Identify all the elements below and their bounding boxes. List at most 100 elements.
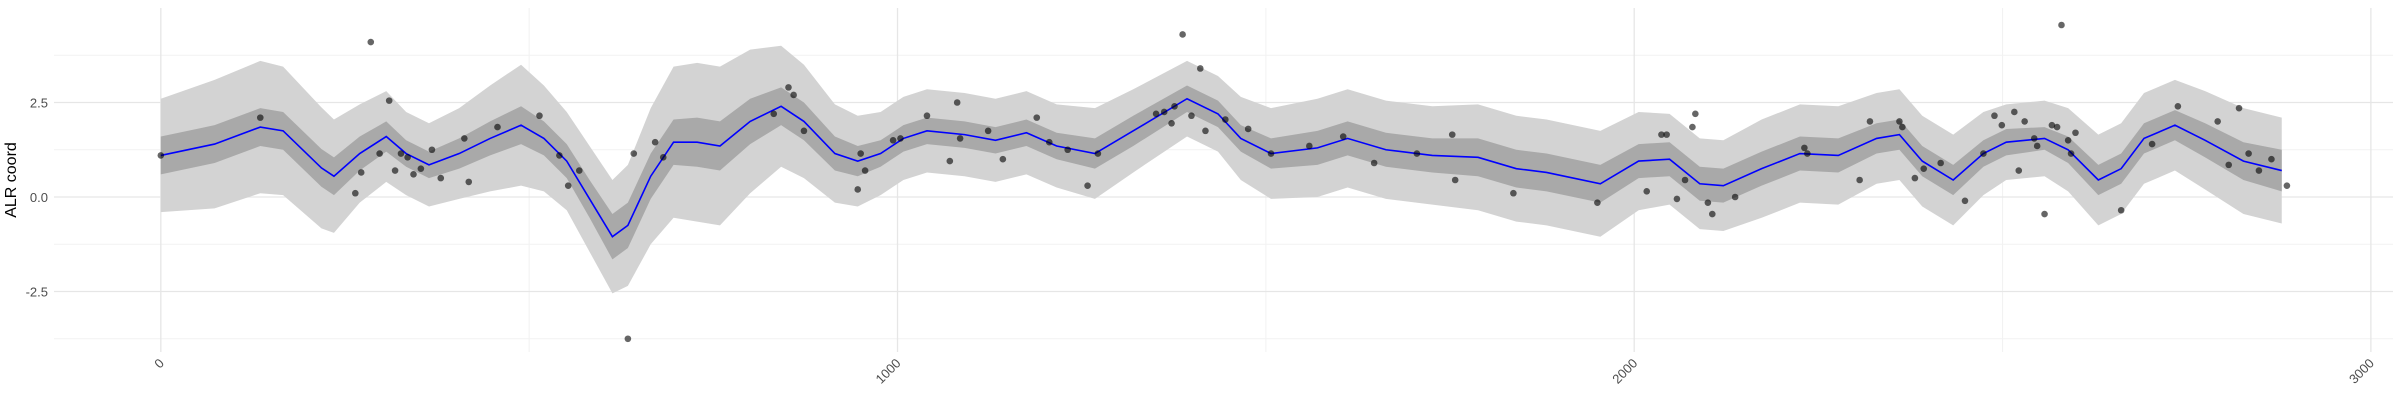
data-point xyxy=(790,91,797,99)
data-point xyxy=(367,38,375,46)
y-tick-label: 2.5 xyxy=(30,96,48,111)
data-point xyxy=(556,152,563,159)
data-point xyxy=(1991,112,1998,120)
data-point xyxy=(923,112,931,120)
data-point xyxy=(1673,195,1681,203)
data-point xyxy=(564,182,572,189)
data-point xyxy=(1856,176,1863,184)
data-point xyxy=(1064,146,1071,154)
data-point xyxy=(1033,114,1041,121)
data-point xyxy=(1179,31,1186,38)
data-point xyxy=(1244,125,1252,133)
data-point xyxy=(1370,159,1378,167)
x-tick-label: 3000 xyxy=(2346,356,2377,387)
data-point xyxy=(1451,176,1459,184)
data-point xyxy=(999,155,1007,163)
data-point xyxy=(1306,142,1313,150)
data-point xyxy=(2015,167,2023,174)
data-point xyxy=(1152,110,1160,118)
data-point xyxy=(946,157,954,165)
data-point xyxy=(1413,150,1421,157)
data-point xyxy=(659,154,667,161)
data-point xyxy=(2011,108,2018,116)
data-point xyxy=(1663,131,1670,138)
data-point xyxy=(2072,129,2079,137)
data-point xyxy=(1084,182,1091,189)
data-point xyxy=(1804,150,1811,157)
data-point xyxy=(1731,193,1739,201)
data-point xyxy=(2117,206,2125,214)
data-point xyxy=(1643,188,1651,195)
data-point xyxy=(2245,150,2252,157)
data-point xyxy=(1168,119,1175,127)
data-point xyxy=(410,171,417,178)
data-point xyxy=(854,186,862,193)
data-point xyxy=(770,110,778,118)
data-point xyxy=(256,114,264,121)
data-point xyxy=(2048,121,2056,129)
data-point xyxy=(2283,182,2291,189)
data-point xyxy=(1911,174,1919,182)
data-point xyxy=(1896,118,1903,125)
data-point xyxy=(1160,108,1168,116)
data-point xyxy=(2174,102,2182,110)
data-point xyxy=(857,150,864,157)
data-point xyxy=(2064,137,2072,144)
data-point xyxy=(1998,121,2006,129)
data-point xyxy=(2148,140,2156,148)
data-point xyxy=(897,135,904,142)
data-point xyxy=(1980,150,1987,157)
data-point xyxy=(953,99,961,106)
data-point xyxy=(1196,65,1204,72)
data-point xyxy=(1188,112,1195,120)
data-point xyxy=(1866,118,1874,125)
data-point xyxy=(575,167,583,174)
y-axis-label: ALR coord xyxy=(3,142,20,218)
data-point xyxy=(1171,102,1178,110)
data-point xyxy=(2033,142,2041,150)
data-point xyxy=(2214,118,2221,125)
data-point xyxy=(1899,123,1906,131)
data-point xyxy=(437,174,445,182)
data-point xyxy=(1448,131,1456,138)
data-point xyxy=(357,169,365,176)
data-point xyxy=(624,335,632,343)
x-tick-label: 1000 xyxy=(873,356,904,387)
y-tick-label: -2.5 xyxy=(26,285,48,300)
data-point xyxy=(2058,21,2065,29)
data-point xyxy=(1689,123,1696,131)
data-point xyxy=(428,146,436,154)
data-point xyxy=(2225,161,2233,169)
data-point xyxy=(651,138,659,146)
data-point xyxy=(2255,167,2263,174)
data-point xyxy=(2067,150,2075,157)
data-point xyxy=(2021,118,2028,125)
data-point xyxy=(1222,116,1229,123)
data-point xyxy=(1202,127,1209,135)
data-point xyxy=(2030,135,2038,142)
data-point xyxy=(417,165,425,172)
data-point xyxy=(2041,210,2048,218)
data-point xyxy=(1692,110,1699,118)
data-point xyxy=(1658,131,1665,138)
data-point xyxy=(391,167,399,174)
data-point xyxy=(630,150,638,157)
data-point xyxy=(1094,150,1102,157)
data-point xyxy=(536,112,543,120)
data-point xyxy=(861,167,869,174)
data-point xyxy=(889,137,897,144)
data-point xyxy=(1267,150,1275,157)
data-point xyxy=(800,127,808,135)
data-point xyxy=(376,150,383,157)
data-point xyxy=(1704,199,1712,206)
data-point xyxy=(1961,197,1969,205)
fit-line xyxy=(160,97,2282,238)
data-point xyxy=(1708,210,1716,218)
data-point xyxy=(404,154,411,161)
data-point xyxy=(1681,176,1689,184)
x-tick-label: 0 xyxy=(151,356,167,372)
confidence-band xyxy=(160,85,2282,260)
data-point xyxy=(2053,123,2061,131)
